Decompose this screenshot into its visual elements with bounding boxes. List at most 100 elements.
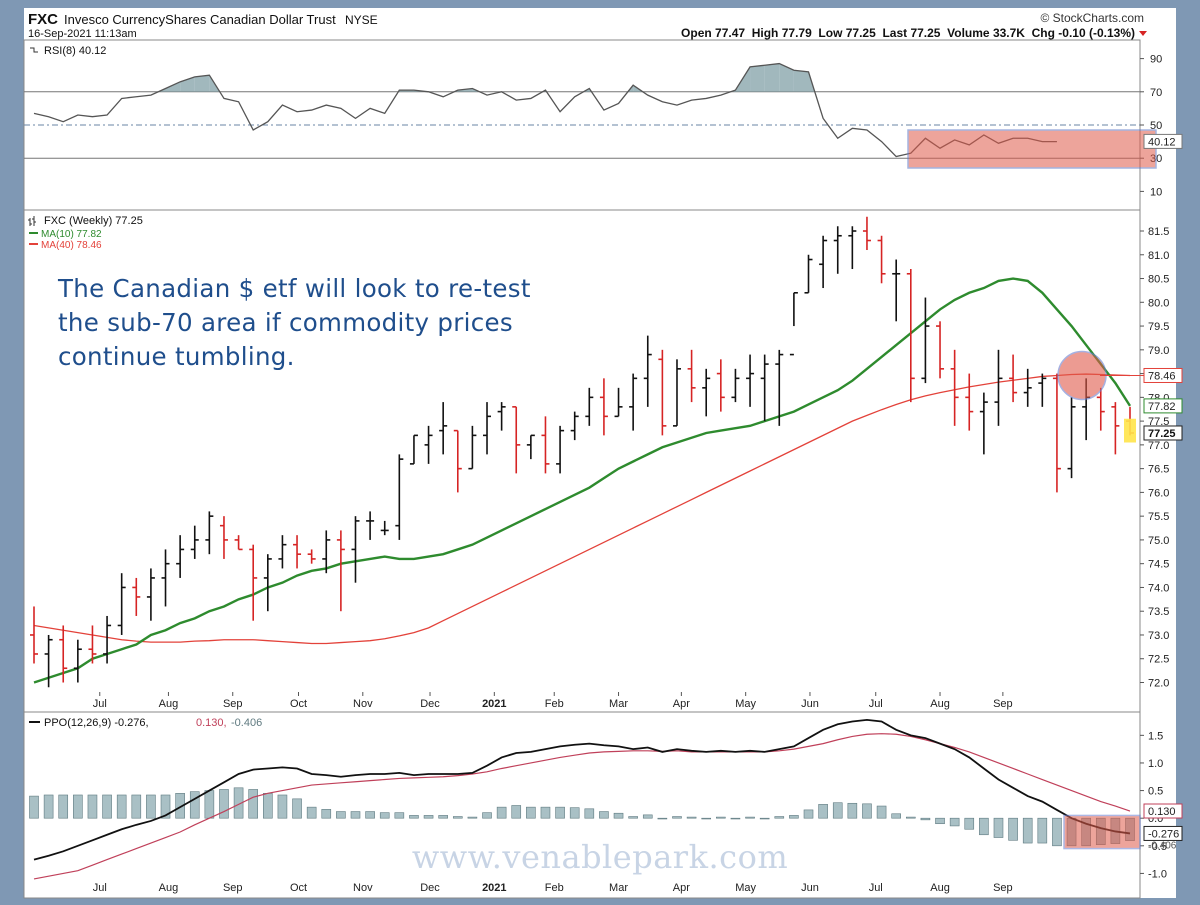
ohlc-bar [190,525,199,559]
header-name: Invesco CurrencyShares Canadian Dollar T… [64,12,336,27]
ohlc-bar [161,549,170,607]
price-layer: 72.0 72.5 73.0 73.5 74.0 74.5 75.0 75.5 76.0 76.5… [28,215,1183,710]
ma-cross-highlight [1057,350,1107,401]
ppo-histogram-bar [935,817,945,825]
ppo-signal-value-box [1143,803,1183,819]
ppo-histogram-bar [467,816,478,819]
rsi-tick-label: 50 [1150,120,1162,132]
ma10-legend-label: MA(10) 77.82 [41,229,102,240]
ohlc-bar [1038,373,1047,407]
ppo-histogram-bar [131,794,142,819]
ohlc-bar [132,577,141,616]
ppo-month-label: Sep [223,882,243,894]
ohlc-bar [395,454,404,540]
ppo-month-label: May [735,882,756,894]
ohlc-bar [468,425,477,470]
ohlc-bar [1052,373,1061,493]
ohlc-bar [263,554,272,612]
ohlc-bar [541,416,550,474]
price-tick-label: 75.0 [1148,535,1169,547]
ppo-month-label: 2021 [482,882,506,894]
ma10-value-label: 77.82 [1148,401,1176,413]
ppo-highlight-box [1063,814,1141,850]
ppo-histogram-bar [759,817,770,820]
rsi-highlight-box [907,129,1157,169]
ppo-month-label: Jul [93,882,107,894]
ohlc-bar [30,606,38,664]
price-month-label: Mar [609,698,628,710]
ohlc-bar [219,516,228,559]
ppo-histogram-bar [73,794,83,819]
price-panel-bg [24,210,1176,712]
ohlc-bar [556,425,565,474]
header-quote: Open 77.47 High 77.79 Low 77.25 Last 77.… [681,26,1135,40]
ohlc-bar [512,406,521,474]
price-title: FXC (Weekly) 77.25 [44,215,143,227]
ohlc-bar [234,535,243,551]
ppo-title-signal: 0.130, [196,717,227,729]
ohlc-bar [366,511,375,540]
ohlc-bar [322,530,331,574]
ppo-tick-label: 1.5 [1148,730,1163,742]
ppo-tick-label: -1.0 [1148,868,1167,880]
rsi-overbought-fill [750,65,765,92]
price-tick-label: 73.0 [1148,630,1169,642]
ppo-panel-bg [24,712,1176,898]
ppo-tick-label: 1.0 [1148,758,1163,770]
ppo-histogram-bar [423,815,434,819]
ohlc-bar [731,368,740,403]
ppo-signal-value-label: 0.130 [1148,806,1176,818]
last-value-box [1143,425,1183,441]
ppo-histogram-bar [438,815,448,819]
price-tick-label: 81.0 [1148,250,1169,262]
ppo-histogram-bar [613,812,624,819]
ppo-histogram-bar [584,808,595,819]
rsi-tick-label: 70 [1150,87,1162,99]
ppo-month-label: Mar [609,882,628,894]
ppo-histogram-bar [847,802,858,819]
ohlc-bar [760,354,769,422]
ppo-histogram-bar [496,806,507,819]
ppo-histogram-bar [789,815,799,819]
ma10-value-box [1143,398,1183,414]
ohlc-bar [965,373,974,431]
ohlc-bar [994,349,1003,426]
ppo-histogram-bar [1008,817,1018,841]
rsi-line [33,62,1057,158]
ppo-value-box [1143,825,1183,841]
ppo-histogram-bar [29,795,39,819]
ppo-histogram-bar [189,791,200,819]
ppo-histogram-bar [540,806,551,819]
ohlc-bar [1096,387,1105,431]
last-price-highlight [1124,418,1136,443]
price-tick-label: 77.0 [1148,440,1169,452]
ppo-histogram-bar [716,816,726,819]
ohlc-bar [249,544,258,621]
ppo-histogram-bar [876,805,887,819]
price-month-label: Oct [290,698,307,710]
ppo-histogram-bar [891,813,901,819]
ppo-month-label: Aug [930,882,950,894]
price-tick-label: 73.5 [1148,606,1169,618]
ppo-histogram-bar [774,816,785,819]
ohlc-bar [497,402,506,431]
ppo-histogram-bar [1052,817,1062,847]
ohlc-bar [687,349,696,403]
price-tick-label: 75.5 [1148,511,1169,523]
ma40-legend-label: MA(40) 78.46 [41,240,102,251]
ppo-histogram-bar [555,806,565,819]
rsi-overbought-fill [764,63,780,92]
ohlc-bar [819,235,828,289]
price-tick-label: 79.0 [1148,345,1169,357]
ppo-histogram-bar [175,793,185,819]
price-month-label: Aug [159,698,179,710]
ohlc-bar [1023,368,1032,407]
ppo-histogram-bar [526,806,536,819]
rsi-overbought-fill [793,70,809,92]
ohlc-bar [1111,402,1120,455]
ohlc-bar [848,226,857,270]
ohlc-bar [862,216,871,251]
ppo-histogram-bar [160,794,171,819]
